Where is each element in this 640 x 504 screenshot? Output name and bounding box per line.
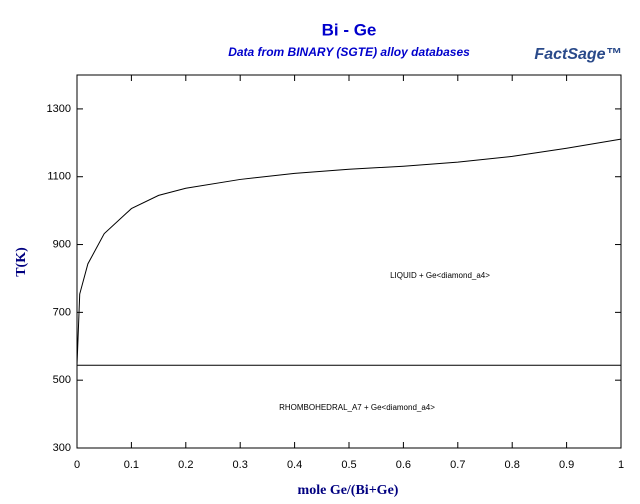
plot-frame — [76, 74, 622, 449]
x-tick-label: 0.4 — [287, 459, 302, 471]
phase-boundary — [76, 138, 622, 366]
x-tick-label: 1 — [618, 459, 624, 471]
y-tick-label: 1100 — [47, 171, 71, 183]
chart-subtitle: Data from BINARY (SGTE) alloy databases — [228, 45, 470, 59]
x-tick-label: 0.7 — [450, 459, 465, 471]
x-tick-label: 0.3 — [233, 459, 248, 471]
y-tick-label: 500 — [53, 374, 71, 386]
x-tick-label: 0.2 — [178, 459, 193, 471]
y-tick-label: 700 — [53, 306, 71, 318]
x-tick-label: 0.8 — [505, 459, 520, 471]
y-axis-label: T(K) — [14, 247, 29, 277]
logo: FactSage™ — [534, 46, 621, 63]
y-tick-label: 900 — [53, 238, 71, 250]
x-tick-label: 0.9 — [559, 459, 574, 471]
annotation: RHOMBOHEDRAL_A7 + Ge<diamond_a4> — [279, 403, 435, 412]
chart-title: Bi - Ge — [322, 20, 377, 39]
x-tick-label: 0 — [74, 459, 80, 471]
x-tick-label: 0.1 — [124, 459, 139, 471]
x-tick-label: 0.5 — [341, 459, 356, 471]
x-axis-label: mole Ge/(Bi+Ge) — [298, 483, 399, 498]
y-tick-label: 1300 — [47, 103, 71, 115]
annotation: LIQUID + Ge<diamond_a4> — [390, 271, 490, 280]
x-tick-label: 0.6 — [396, 459, 411, 471]
y-tick-label: 300 — [53, 442, 71, 454]
